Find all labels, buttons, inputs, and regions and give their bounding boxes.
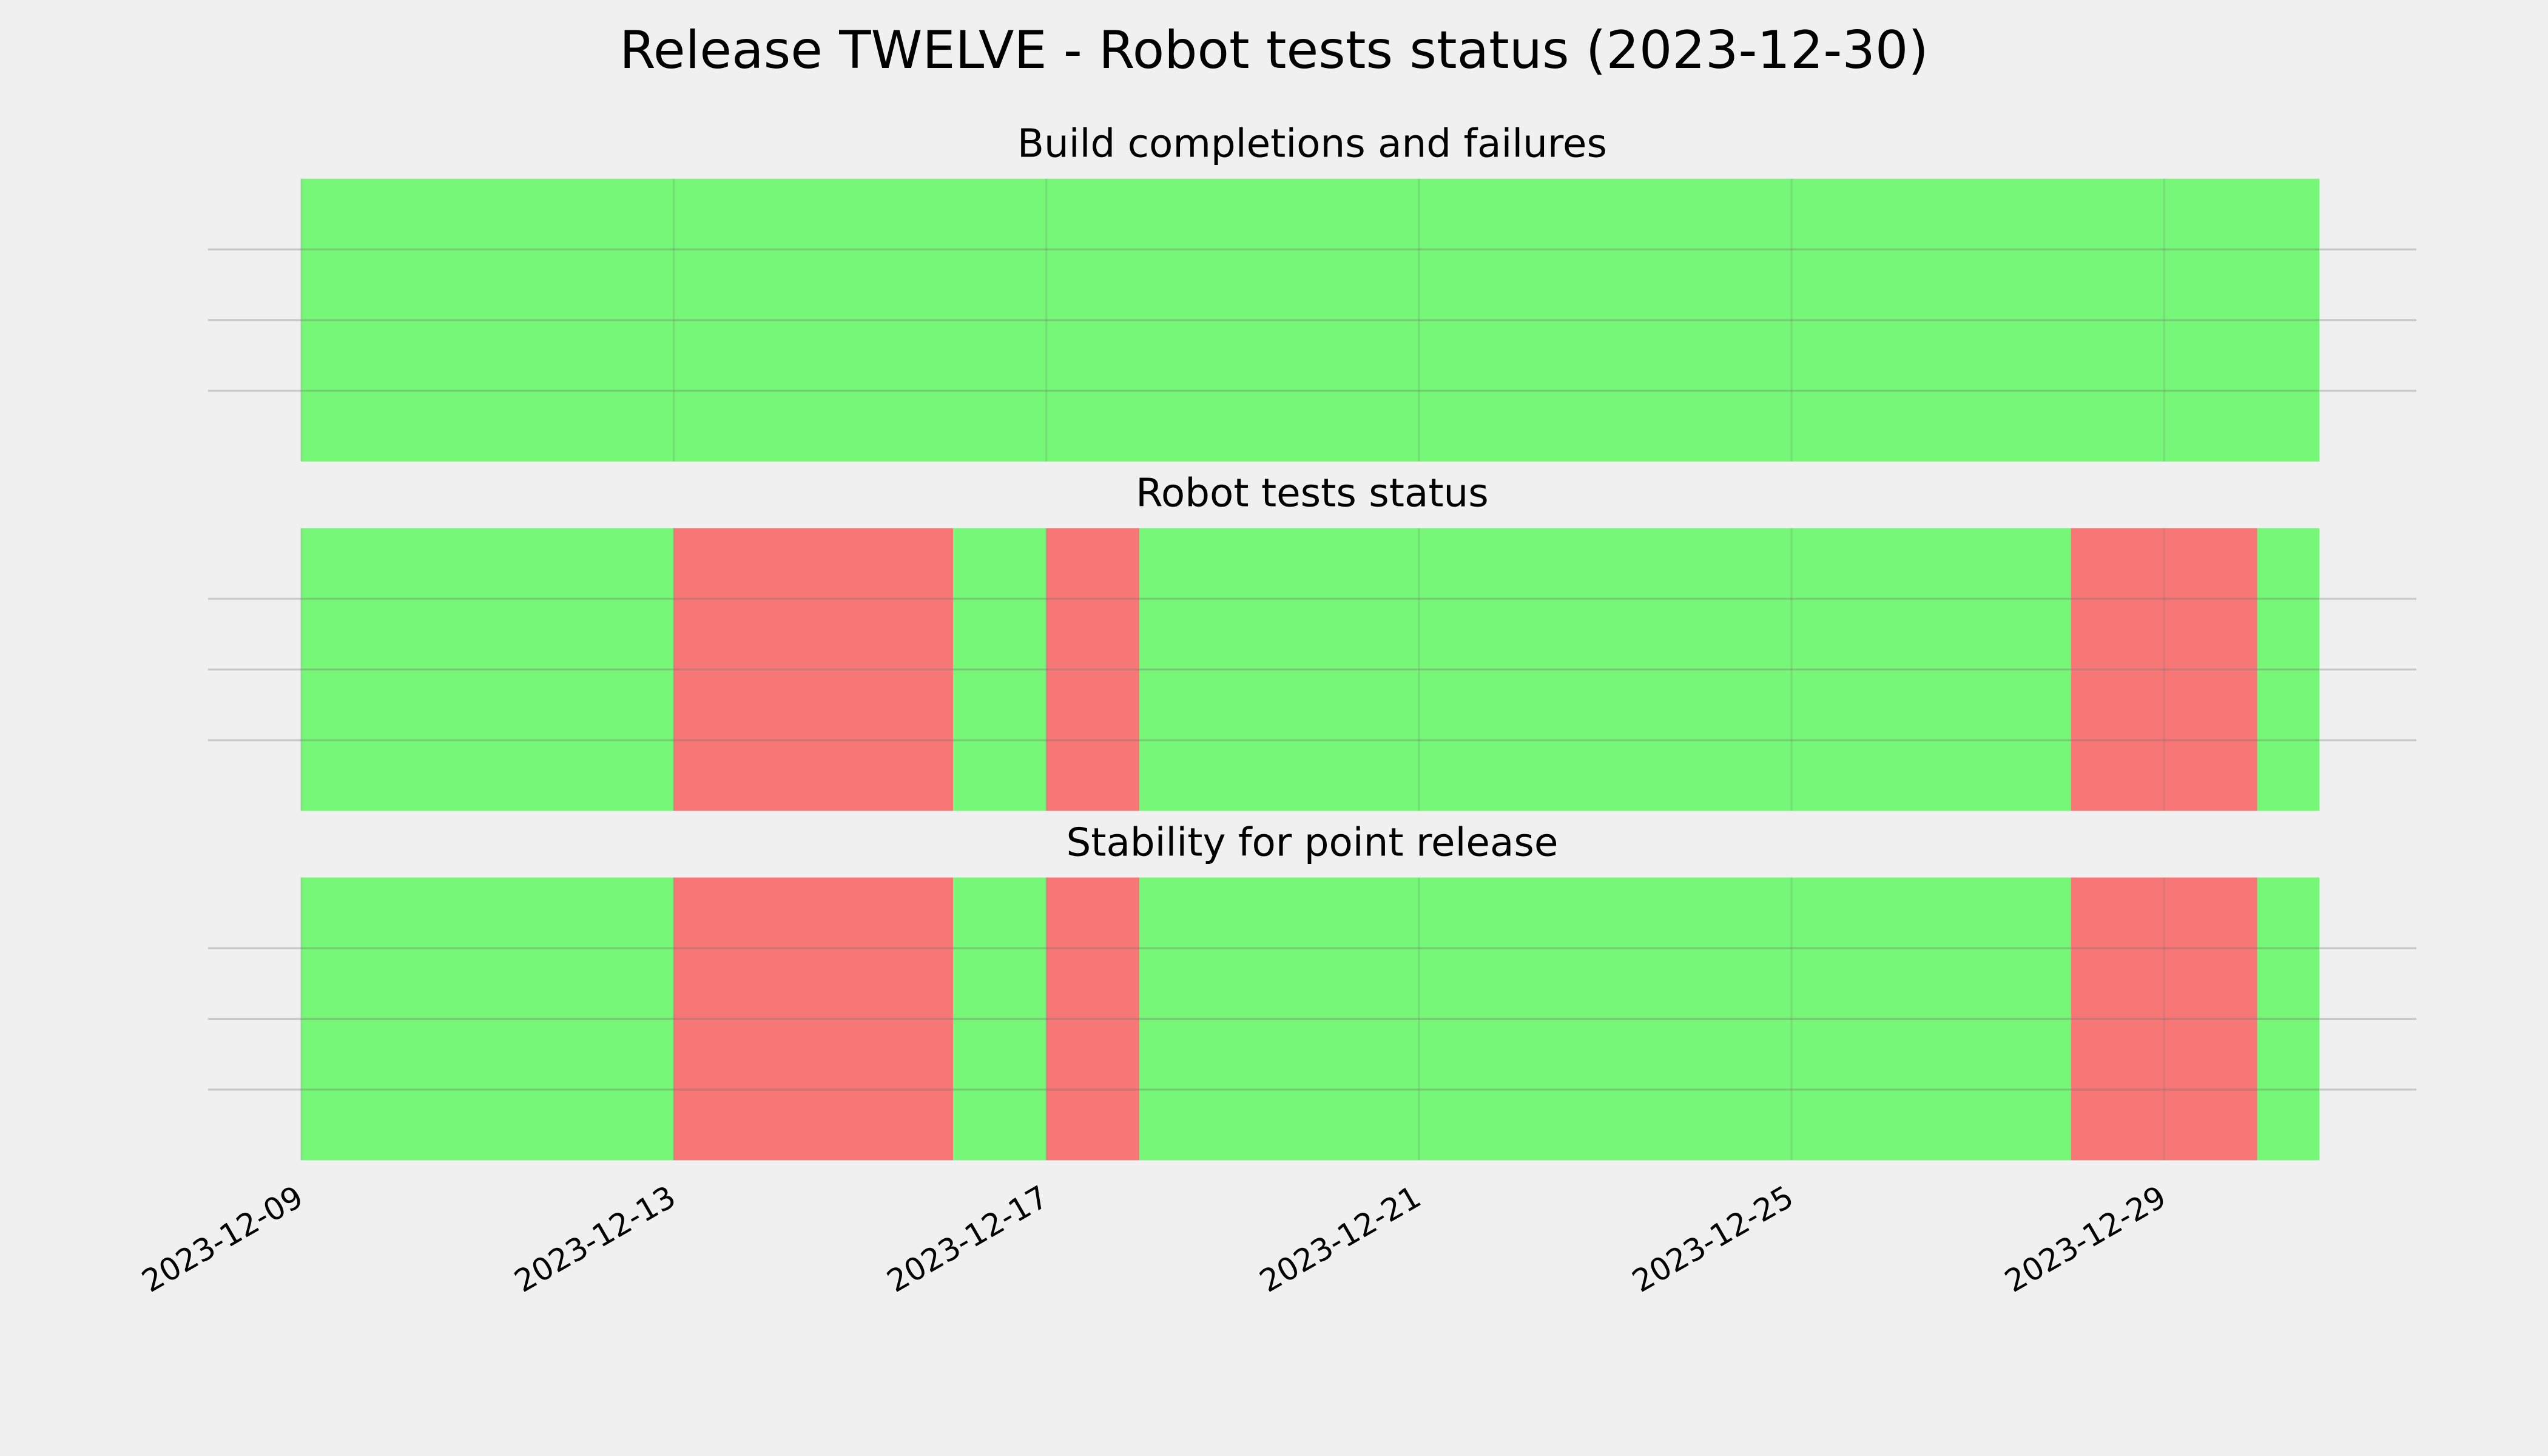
status-span: [301, 528, 674, 811]
status-span: [2257, 528, 2320, 811]
status-span: [1139, 528, 2071, 811]
status-span: [1046, 877, 1140, 1161]
status-span: [301, 178, 2320, 462]
chart-title: Release TWELVE - Robot tests status (202…: [619, 20, 1929, 81]
status-span: [301, 877, 674, 1161]
status-span: [1139, 877, 2071, 1161]
status-span: [673, 528, 954, 811]
status-span: [953, 877, 1046, 1161]
status-span: [2071, 877, 2257, 1161]
panel-title: Stability for point release: [1067, 820, 1559, 865]
status-span: [2071, 528, 2257, 811]
status-span: [953, 528, 1046, 811]
status-span: [2257, 877, 2320, 1161]
panel-title: Robot tests status: [1136, 471, 1489, 516]
panel-title: Build completions and failures: [1017, 121, 1607, 167]
status-span: [1046, 528, 1140, 811]
status-span: [673, 877, 954, 1161]
